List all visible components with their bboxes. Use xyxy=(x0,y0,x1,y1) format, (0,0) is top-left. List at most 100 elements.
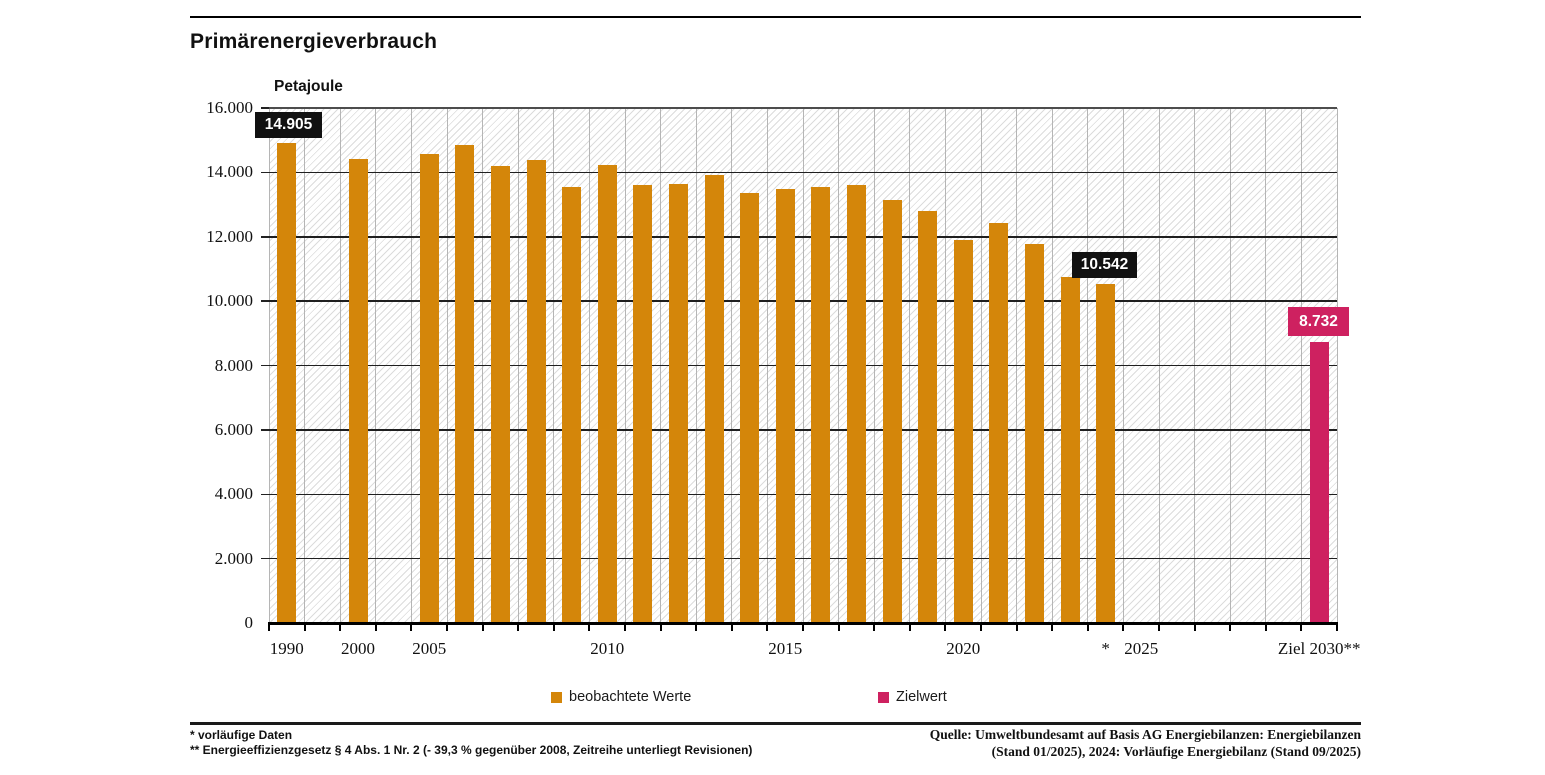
x-axis-tick xyxy=(1264,625,1267,631)
y-axis-label: 2.000 xyxy=(214,548,253,568)
bar-2008 xyxy=(526,160,546,623)
v-gridline xyxy=(1336,108,1338,623)
y-axis-label: 16.000 xyxy=(206,98,253,117)
x-axis-tick xyxy=(588,625,591,631)
bar-2023 xyxy=(1060,277,1080,623)
h-gridline xyxy=(269,171,1337,174)
x-axis-tick xyxy=(1193,625,1196,631)
x-axis-label: 2020 xyxy=(946,639,981,658)
h-gridline xyxy=(269,364,1337,367)
value-label-8-732: 8.732 xyxy=(1288,307,1349,336)
bar-2020 xyxy=(953,240,973,623)
y-axis-tick xyxy=(261,364,269,367)
source-line-1: Quelle: Umweltbundesamt auf Basis AG Ene… xyxy=(929,727,1361,742)
x-axis-tick xyxy=(410,625,413,631)
y-axis-tick xyxy=(261,107,269,109)
bar-2009 xyxy=(562,187,582,623)
x-axis-tick xyxy=(837,625,840,631)
x-axis-tick xyxy=(944,625,947,631)
legend-swatch-target-icon xyxy=(878,692,889,703)
y-axis-label: 12.000 xyxy=(206,226,253,246)
x-axis-tick xyxy=(1158,625,1160,631)
h-gridline xyxy=(269,493,1337,495)
x-axis-tick xyxy=(766,625,769,631)
y-axis-tick xyxy=(261,557,269,560)
top-rule xyxy=(190,16,1361,18)
bar-2024 xyxy=(1096,283,1116,623)
x-axis-label: 2005 xyxy=(412,639,447,658)
x-axis-label: 2000 xyxy=(341,639,375,658)
x-axis-tick xyxy=(1300,625,1303,631)
x-axis-tick xyxy=(517,625,520,631)
footnote-preliminary: * vorläufige Daten xyxy=(190,728,293,742)
x-axis-label: 2010 xyxy=(590,639,625,658)
y-axis-label: 0 xyxy=(244,613,254,632)
value-label-10-542: 10.542 xyxy=(1072,252,1137,278)
bar-2021 xyxy=(989,223,1009,623)
bar-2005 xyxy=(419,154,439,623)
bar-2018 xyxy=(882,200,902,623)
h-gridline xyxy=(269,300,1337,302)
bar-2012 xyxy=(668,183,688,623)
bar-2017 xyxy=(846,185,866,623)
y-axis-tick xyxy=(261,493,269,495)
x-axis-tick xyxy=(268,625,270,631)
y-axis-label: 8.000 xyxy=(214,355,253,375)
x-axis-tick xyxy=(730,625,733,631)
y-axis-label: 10.000 xyxy=(206,291,253,311)
bar-2015 xyxy=(775,188,795,623)
x-axis-tick xyxy=(908,625,911,631)
x-axis-tick xyxy=(1086,625,1089,631)
bottom-rule xyxy=(190,722,1361,725)
x-axis-tick xyxy=(1336,625,1338,631)
x-axis-tick xyxy=(873,625,876,631)
h-gridline xyxy=(269,236,1337,238)
source-attribution: Quelle: Umweltbundesamt auf Basis AG Ene… xyxy=(930,727,1361,760)
bar-1990 xyxy=(277,143,297,623)
x-axis-tick xyxy=(1051,625,1054,631)
bar-2014 xyxy=(740,193,760,623)
x-axis-tick xyxy=(1015,625,1018,631)
bar-2011 xyxy=(633,185,653,623)
x-axis-label: Ziel 2030** xyxy=(1277,639,1361,658)
plot-top-border xyxy=(269,107,1337,109)
bar-2006 xyxy=(455,145,475,623)
x-axis-label: 2015 xyxy=(768,639,803,658)
bar-2016 xyxy=(811,186,831,623)
x-axis-tick xyxy=(1122,625,1125,631)
x-axis-tick xyxy=(695,625,698,631)
legend-item-observed: beobachtete Werte xyxy=(551,689,691,706)
x-axis-tick xyxy=(374,625,377,631)
x-axis-label: 1990 xyxy=(269,639,304,658)
legend-label-observed: beobachtete Werte xyxy=(569,689,692,705)
bar-2019 xyxy=(918,210,938,623)
footnotes: * vorläufige Daten ** Energieeffizienzge… xyxy=(190,728,752,758)
y-axis-tick xyxy=(261,236,269,238)
legend-label-target: Zielwert xyxy=(896,689,947,705)
value-label-14-905: 14.905 xyxy=(255,112,322,138)
y-axis-tick xyxy=(261,429,269,431)
x-axis-tick xyxy=(659,625,662,631)
x-axis-label: * xyxy=(1101,639,1110,658)
h-gridline xyxy=(269,429,1337,431)
x-axis-tick xyxy=(802,625,804,631)
plot-area: 0 2.000 4.000 6.000 8.000 10.000 12.000 14.000 1… xyxy=(206,98,1360,658)
y-axis-tick xyxy=(261,300,269,302)
bar-2000 xyxy=(348,159,368,623)
chart-title: Primärenergieverbrauch xyxy=(190,30,438,53)
legend-swatch-observed-icon xyxy=(551,692,562,703)
y-axis-label: 14.000 xyxy=(206,162,253,182)
x-axis-tick xyxy=(481,625,484,631)
x-axis-line xyxy=(268,622,1338,625)
x-axis-tick xyxy=(552,625,555,631)
x-axis-tick xyxy=(339,625,342,631)
x-axis-tick xyxy=(1229,625,1232,631)
x-axis-tick xyxy=(303,625,306,631)
bar-ziel-2030 xyxy=(1309,341,1329,623)
y-axis-unit-label: Petajoule xyxy=(274,78,343,95)
x-axis-tick xyxy=(624,625,626,631)
x-axis-label: 2025 xyxy=(1124,639,1159,658)
legend-item-target: Zielwert xyxy=(878,689,947,706)
source-line-2: (Stand 01/2025), 2024: Vorläufige Energi… xyxy=(991,743,1361,759)
